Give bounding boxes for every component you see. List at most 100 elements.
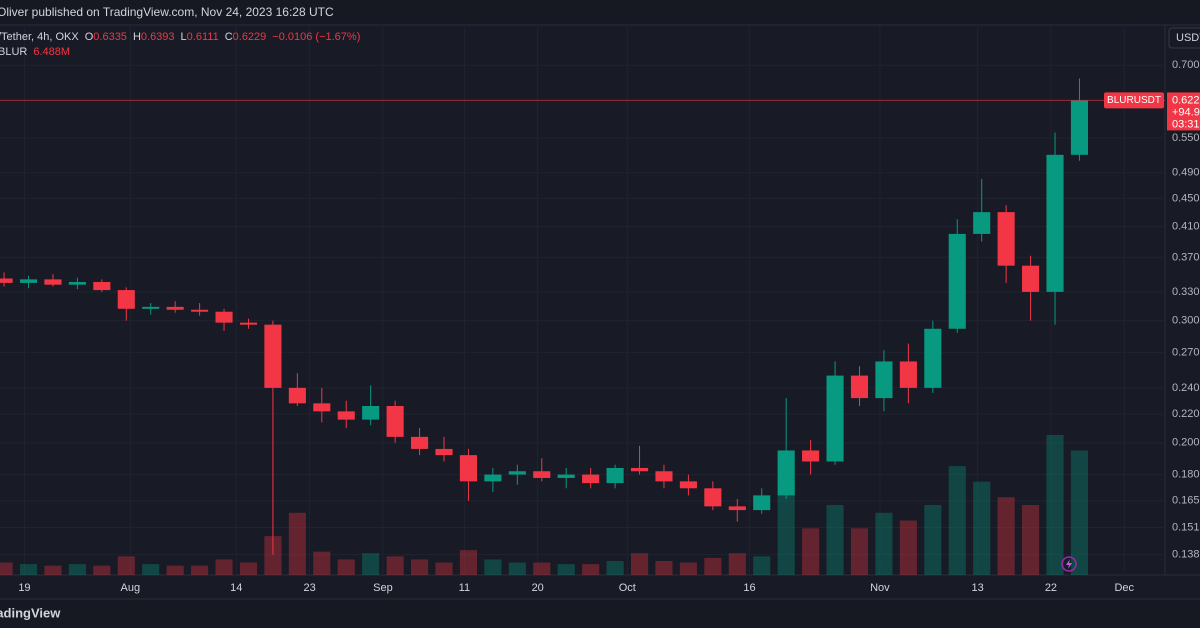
volume-bar [239,562,258,575]
y-tick-label: 0.410 [1172,220,1200,232]
volume-bar [777,481,795,575]
volume-bar [288,512,306,575]
y-tick-label: 0.550 [1172,132,1200,144]
volume-bar [68,564,86,575]
y-tick-label: 0.220 [1172,408,1200,420]
candle-body [606,467,624,484]
x-tick-label: 23 [303,582,315,594]
price-tag-countdown: 03:31 [1172,118,1200,130]
symbol-tag-label: BLURUSDT [1107,95,1161,106]
volume-bar [117,556,135,575]
currency-box [1168,27,1200,49]
volume-bar [362,553,380,575]
candle-body [582,474,600,484]
y-tick-label: 0.330 [1172,286,1200,298]
legend-item: H [133,31,141,43]
price-tag [1167,92,1200,131]
ticks: 0.700 0.550 0.490 0.450 0.410 0.370 0.330 0.300… [18,59,1199,594]
volume-bar [142,564,160,575]
volume-bar [630,553,649,575]
candle-body [0,278,13,283]
x-tick-label: Nov [870,582,890,594]
legend-item: 0.6229 [233,31,267,43]
volume-bar [802,528,820,575]
footer-bar [0,599,1200,628]
legend-item: 0.6393 [141,31,175,43]
x-tick-label: 20 [532,582,544,594]
candle-body [215,311,233,323]
x-tick-label: Dec [1114,582,1134,594]
y-tick-label: 0.270 [1172,346,1200,358]
candle-body [362,405,380,420]
legend-item: BLUR [0,46,27,58]
volume-bar [924,505,942,575]
candle-body [1070,100,1089,155]
volume-bar [875,512,893,575]
x-tick-label: Aug [121,582,141,594]
volume-bar [484,559,502,575]
candle-body [337,411,355,420]
y-tick-label: 0.165 [1172,495,1200,507]
candle-body [924,328,942,388]
grid [0,25,1165,575]
volume-bar [1070,450,1089,575]
candle-body [753,495,771,511]
candle-body [826,375,844,462]
brand: TradingView [0,605,61,620]
symbol-tag [1104,92,1164,109]
candle-body [44,279,62,285]
candle-body [899,361,917,388]
price-tag-change: +94.9 [1172,106,1200,118]
volume-bar [899,520,917,575]
legend-item: 0.6335 [93,31,127,43]
y-tick-label: 0.370 [1172,251,1200,263]
x-tick-label: 22 [1045,582,1057,594]
legend-item: O [85,31,94,43]
candle-body [93,282,111,291]
volume-bar [973,481,991,575]
volume [0,435,1089,575]
volume-bar [93,565,111,575]
price-tag-price: 0.622 [1172,94,1200,106]
y-tick-label: 0.180 [1172,468,1200,480]
volume-bar [508,562,526,575]
volume-bar [215,559,233,575]
event-bolt [1066,559,1072,569]
candle-body [386,405,404,437]
x-tick-label: 13 [971,582,983,594]
x-tick-label: Sep [373,582,393,594]
volume-bar [386,556,404,575]
candle-body [679,481,697,489]
candle-body [142,306,160,309]
candle-body [288,387,306,404]
volume-bar [704,557,722,575]
volume-bar [44,565,62,575]
volume-bar [191,565,209,575]
volume-bar [826,505,844,575]
legend-item: /Tether, 4h, OKX [0,31,79,43]
candle-body [728,506,746,511]
candles [0,78,1165,555]
legend-item: L [181,31,187,43]
candle-body [557,474,575,478]
candle-body [533,471,551,478]
y-tick-label: 0.300 [1172,315,1200,327]
volume-bar [313,551,331,575]
legend-line: /Tether, 4h, OKX O0.6335 H0.6393 L0.6111 C0.… [0,31,360,43]
y-tick-label: 0.450 [1172,192,1200,204]
volume-bar [948,466,966,575]
volume-bar [533,562,551,575]
legend-item: 6.488M [33,46,70,58]
candle-body [630,467,649,472]
volume-bar [166,565,184,575]
legend-item: 0.6111 [187,31,219,43]
event-icon[interactable] [1061,556,1077,572]
volume-bar [0,562,13,575]
x-tick-label: Oct [619,582,636,594]
volume-bar [1022,505,1040,575]
candle-body [411,436,429,449]
y-tick-label: 0.200 [1172,437,1200,449]
publisher: Oliver published on TradingView.com, Nov… [0,5,334,19]
